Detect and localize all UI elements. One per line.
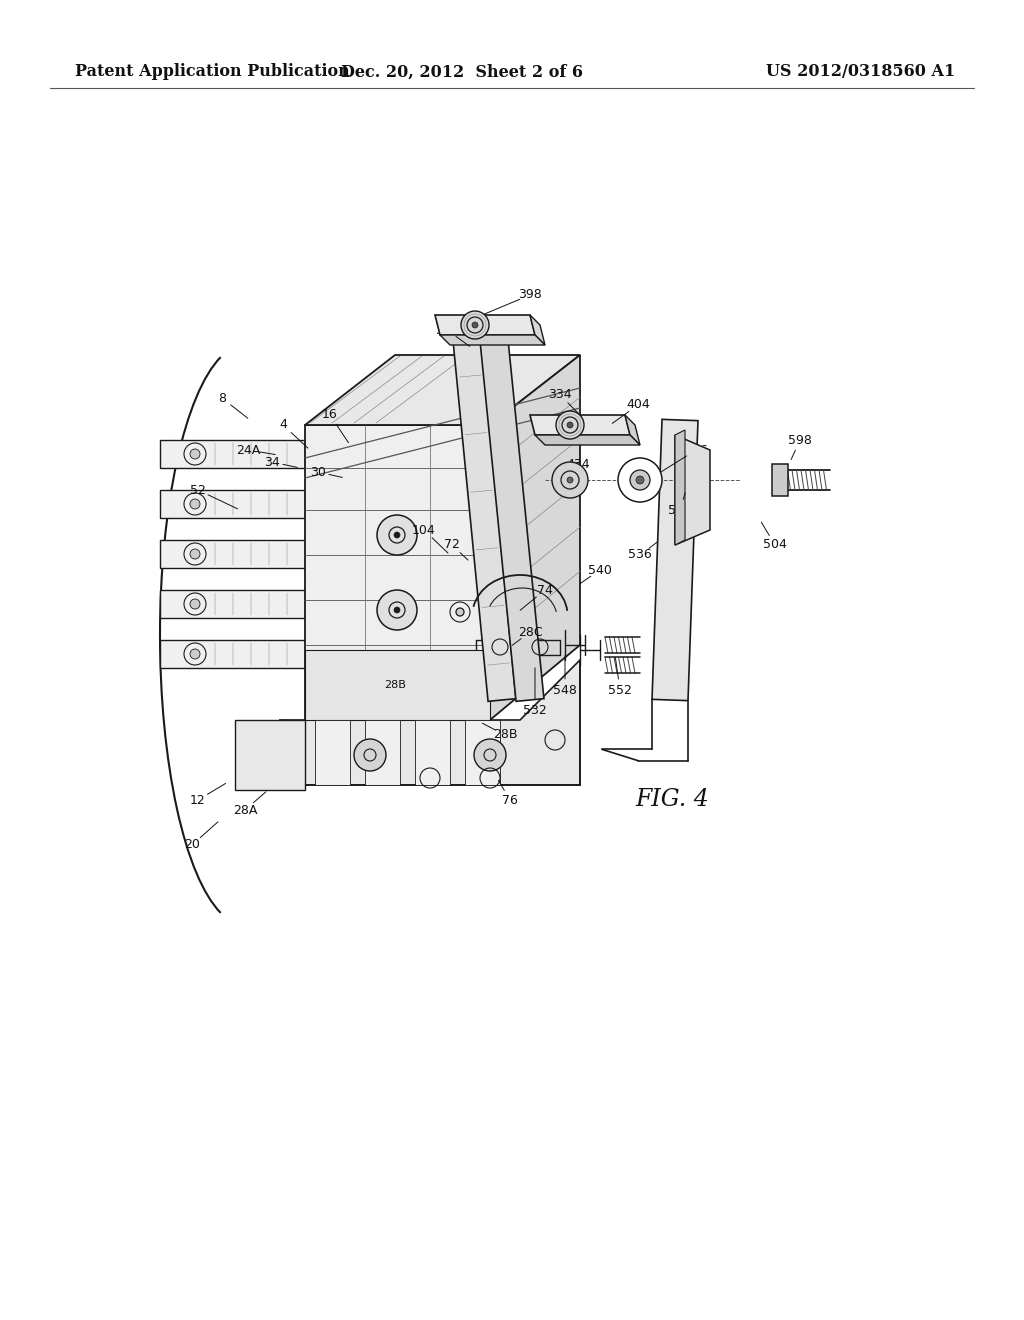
Polygon shape: [675, 430, 685, 545]
Circle shape: [474, 739, 506, 771]
Polygon shape: [435, 315, 535, 335]
Circle shape: [618, 458, 662, 502]
Polygon shape: [160, 590, 305, 618]
Polygon shape: [535, 436, 640, 445]
Circle shape: [556, 411, 584, 440]
Polygon shape: [625, 414, 640, 445]
Circle shape: [461, 312, 489, 339]
Text: 30: 30: [310, 466, 326, 479]
Text: 76: 76: [502, 793, 518, 807]
Circle shape: [190, 449, 200, 459]
Text: 552: 552: [608, 684, 632, 697]
Text: 74: 74: [537, 583, 553, 597]
Text: 52: 52: [190, 483, 206, 496]
Text: Dec. 20, 2012  Sheet 2 of 6: Dec. 20, 2012 Sheet 2 of 6: [341, 63, 583, 81]
Circle shape: [190, 649, 200, 659]
Text: 28B: 28B: [384, 680, 406, 690]
Circle shape: [354, 739, 386, 771]
Text: 20: 20: [184, 838, 200, 851]
Text: 304: 304: [435, 323, 459, 337]
Text: 72: 72: [444, 539, 460, 552]
Polygon shape: [440, 335, 545, 345]
Text: 34: 34: [264, 455, 280, 469]
Text: 16: 16: [323, 408, 338, 421]
Circle shape: [630, 470, 650, 490]
Polygon shape: [415, 719, 450, 785]
Circle shape: [190, 549, 200, 558]
Text: 504: 504: [763, 539, 786, 552]
Circle shape: [552, 462, 588, 498]
Circle shape: [456, 609, 464, 616]
Text: 398: 398: [518, 289, 542, 301]
Text: 532: 532: [523, 704, 547, 717]
Polygon shape: [315, 719, 350, 785]
Text: 586: 586: [684, 444, 708, 457]
Circle shape: [377, 515, 417, 554]
Text: 434: 434: [566, 458, 590, 471]
Text: 28A: 28A: [232, 804, 257, 817]
Polygon shape: [160, 490, 305, 517]
Text: Patent Application Publication: Patent Application Publication: [75, 63, 350, 81]
Circle shape: [567, 422, 573, 428]
Text: 28B: 28B: [493, 729, 517, 742]
Polygon shape: [365, 719, 400, 785]
Polygon shape: [305, 425, 490, 719]
Circle shape: [377, 590, 417, 630]
Text: 334: 334: [548, 388, 571, 401]
Circle shape: [190, 499, 200, 510]
Text: US 2012/0318560 A1: US 2012/0318560 A1: [766, 63, 955, 81]
Circle shape: [394, 532, 400, 539]
Polygon shape: [530, 414, 630, 436]
Polygon shape: [160, 440, 305, 469]
Text: 548: 548: [553, 684, 577, 697]
Text: 540: 540: [588, 564, 612, 577]
Text: FIG. 4: FIG. 4: [635, 788, 709, 812]
Text: 104: 104: [412, 524, 436, 536]
Polygon shape: [675, 436, 710, 545]
Polygon shape: [480, 339, 544, 701]
Text: 28C: 28C: [518, 626, 543, 639]
Polygon shape: [652, 420, 698, 701]
Text: 4: 4: [280, 418, 287, 432]
Polygon shape: [160, 640, 305, 668]
Circle shape: [567, 477, 573, 483]
Text: 404: 404: [626, 399, 650, 412]
Polygon shape: [772, 465, 788, 496]
Polygon shape: [305, 355, 580, 425]
Text: 536: 536: [628, 549, 652, 561]
Circle shape: [394, 607, 400, 612]
Circle shape: [190, 599, 200, 609]
Text: 12: 12: [190, 793, 206, 807]
Text: 598: 598: [788, 433, 812, 446]
Text: 8: 8: [218, 392, 226, 404]
Polygon shape: [234, 719, 305, 789]
Circle shape: [636, 477, 644, 484]
Polygon shape: [160, 540, 305, 568]
Polygon shape: [530, 315, 545, 345]
Polygon shape: [280, 660, 580, 785]
Polygon shape: [490, 355, 580, 719]
Circle shape: [472, 322, 478, 327]
Text: 24A: 24A: [236, 444, 260, 457]
Polygon shape: [453, 339, 516, 701]
Polygon shape: [465, 719, 500, 785]
Polygon shape: [305, 649, 490, 719]
Text: 534: 534: [668, 503, 692, 516]
